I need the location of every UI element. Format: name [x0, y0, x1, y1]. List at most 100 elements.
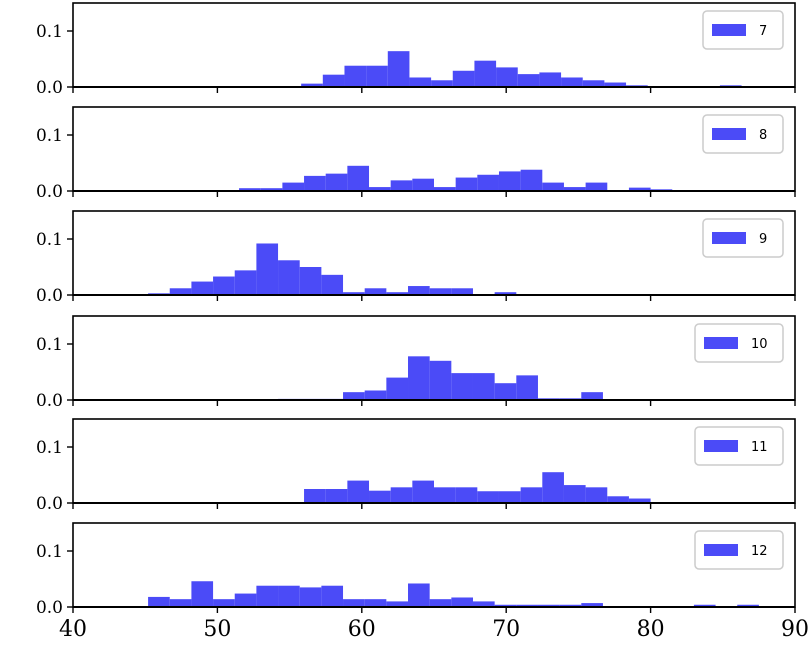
bar-8-11 [477, 174, 499, 191]
bar-10-10 [494, 383, 517, 400]
bar-9-12 [408, 286, 430, 295]
bar-8-7 [390, 180, 413, 191]
bar-8-1 [260, 188, 283, 191]
bar-9-9 [343, 292, 365, 295]
bar-12-18 [537, 604, 560, 607]
bar-12-9 [343, 599, 365, 607]
bar-12-3 [213, 599, 235, 607]
y-tick-label: 0.0 [36, 391, 63, 411]
bar-7-6 [431, 80, 453, 87]
subplot-frame [72, 106, 796, 192]
y-tick-label: 0.0 [36, 78, 63, 98]
bar-8-16 [585, 182, 608, 191]
bar-12-15 [472, 601, 495, 607]
bar-9-6 [278, 260, 300, 295]
bar-8-10 [455, 177, 478, 191]
legend-box [694, 426, 784, 466]
bar-9-10 [364, 288, 387, 295]
bar-11-4 [390, 487, 413, 503]
y-tick-label: 0.1 [36, 542, 63, 562]
bar-10-14 [581, 392, 603, 400]
bar-11-0 [304, 489, 326, 503]
bar-9-11 [386, 292, 409, 295]
bar-7-14 [604, 82, 627, 87]
y-tick-label: 0.0 [36, 182, 63, 202]
bar-11-9 [498, 491, 521, 503]
subplot-10: 0.0 0.1 10 [36, 315, 796, 411]
bar-7-5 [409, 77, 432, 87]
bar-7-0 [301, 83, 323, 87]
subplot-7: 0.0 0.1 7 [36, 2, 796, 98]
subplot-12: 0.0 0.1 12 [36, 522, 796, 618]
legend-label: 11 [751, 440, 768, 455]
bar-12-10 [364, 599, 387, 607]
bar-10-5 [386, 377, 409, 400]
bar-10-3 [343, 392, 365, 400]
bar-9-8 [321, 274, 344, 295]
bar-8-17 [628, 187, 651, 191]
subplot-frame [72, 210, 796, 296]
bar-8-14 [542, 182, 564, 191]
legend-swatch [704, 440, 738, 452]
bar-12-19 [559, 604, 582, 607]
legend-label: 8 [759, 128, 767, 143]
bar-7-10 [517, 74, 540, 87]
bar-7-8 [474, 60, 497, 87]
y-tick-label: 0.1 [36, 438, 63, 458]
bar-7-3 [366, 65, 388, 87]
bar-10-4 [364, 390, 387, 400]
subplot-8: 0.0 0.1 8 [36, 106, 796, 202]
subplot-9: 0.0 0.1 9 [36, 210, 796, 306]
bar-7-7 [452, 70, 475, 87]
legend-label: 9 [759, 232, 767, 247]
bar-8-3 [304, 175, 326, 191]
bar-7-4 [387, 51, 410, 87]
legend-label: 7 [759, 24, 767, 39]
bar-7-2 [344, 65, 367, 87]
bar-12-13 [429, 599, 452, 607]
bar-9-14 [451, 288, 473, 295]
subplot-frame [72, 522, 796, 608]
bar-12-0 [148, 596, 170, 607]
bar-8-0 [239, 188, 261, 191]
bar-12-20 [581, 603, 603, 607]
bar-11-14 [607, 496, 629, 503]
y-tick-label: 0.1 [36, 335, 63, 355]
bar-8-5 [347, 165, 370, 191]
bar-12-5 [256, 585, 279, 607]
subplot-11: 0.0 0.1 11 [36, 418, 796, 514]
bar-9-3 [213, 276, 235, 295]
bar-9-13 [429, 288, 452, 295]
bar-12-16 [494, 604, 517, 607]
bar-12-4 [234, 593, 257, 607]
bar-8-6 [369, 187, 391, 191]
bar-12-2 [191, 581, 214, 607]
legend-label: 10 [751, 337, 768, 352]
y-tick-label: 0.1 [36, 126, 63, 146]
x-tick-label: 40 [59, 617, 87, 642]
bar-9-7 [299, 267, 322, 295]
legend-label: 12 [751, 544, 768, 559]
bar-8-9 [434, 187, 456, 191]
legend-swatch [712, 24, 746, 36]
bar-11-6 [434, 487, 456, 503]
bar-8-4 [325, 173, 348, 191]
bar-7-12 [561, 77, 583, 87]
y-tick-label: 0.1 [36, 230, 63, 250]
x-tick-label: 50 [203, 617, 231, 642]
y-tick-label: 0.1 [36, 22, 63, 42]
bar-11-11 [542, 472, 564, 503]
bar-7-11 [539, 72, 562, 87]
bar-9-1 [169, 288, 192, 295]
subplot-frame [72, 2, 796, 88]
bar-10-8 [451, 373, 473, 400]
bar-12-11 [386, 601, 409, 607]
bar-9-4 [234, 270, 257, 295]
bar-11-3 [369, 490, 391, 503]
bar-11-12 [563, 485, 586, 503]
bar-11-7 [455, 487, 478, 503]
bar-10-6 [408, 356, 430, 400]
legend-box [694, 323, 784, 363]
bar-12-17 [516, 604, 538, 607]
